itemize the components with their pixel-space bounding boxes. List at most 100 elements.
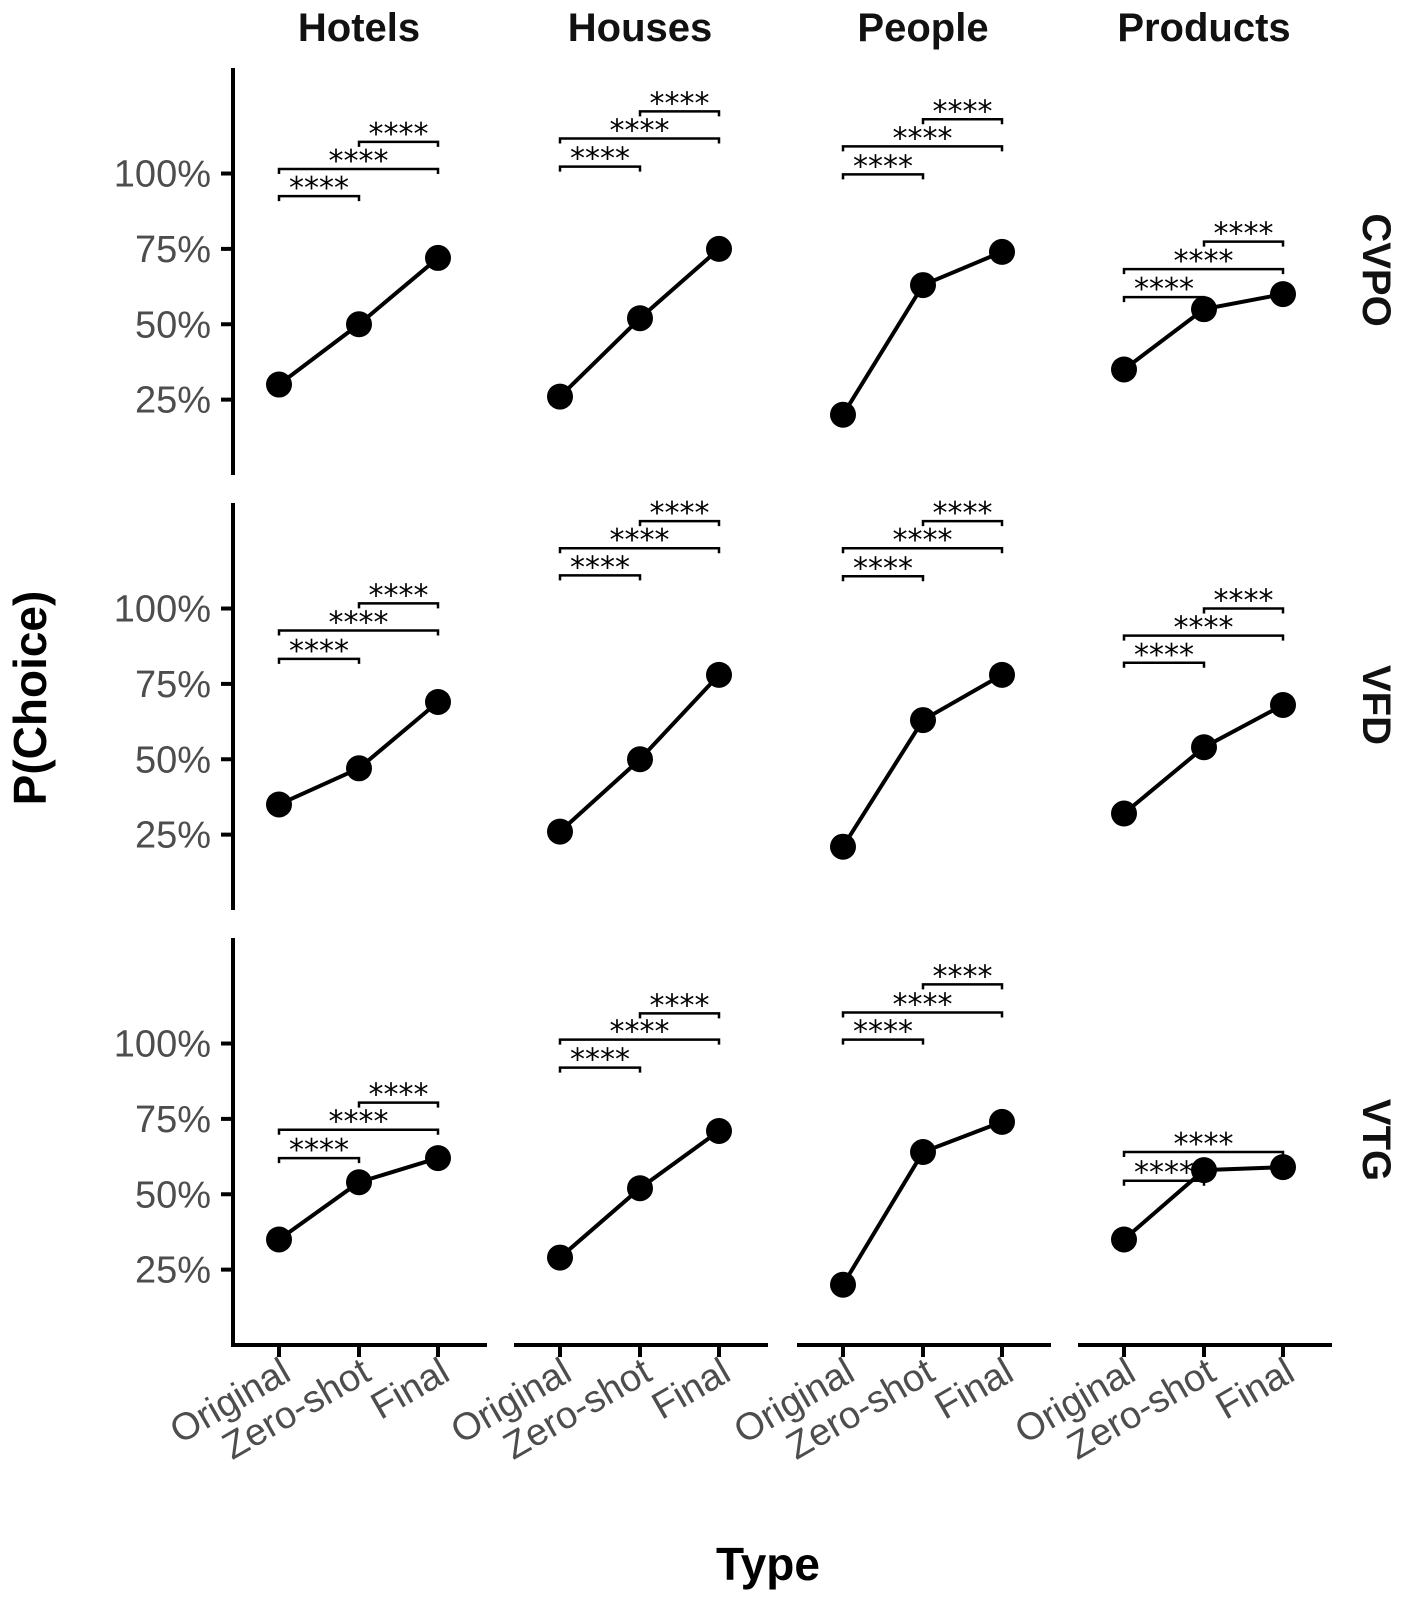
data-point-original [1111,1226,1137,1253]
column-title: People [857,6,988,50]
significance-label: **** [1174,1127,1234,1162]
significance-bracket [277,1156,361,1164]
y-tick-label: 100% [114,154,211,196]
column-title: Hotels [298,6,420,50]
significance-bracket [277,167,440,174]
significance-bracket [1122,1179,1206,1186]
significance-bracket [841,1038,925,1045]
significance-label: **** [893,523,953,558]
significance-label: **** [933,94,993,129]
data-point-zero-shot [346,755,372,782]
significance-bracket [1202,607,1285,614]
data-point-zero-shot [1191,1157,1217,1184]
significance-label: **** [893,121,953,156]
data-point-zero-shot [1191,734,1217,761]
x-tick-label: Final [928,1350,1020,1428]
panel-cvpo-products: ************ [1111,217,1296,383]
y-tick-label: 25% [135,1250,211,1292]
significance-bracket [558,546,721,554]
significance-bracket [841,575,925,582]
significance-label: **** [853,149,913,184]
significance-bracket [558,1038,721,1045]
y-tick-label: 50% [135,304,211,346]
significance-label: **** [1214,217,1274,252]
significance-bracket [558,165,642,172]
panel-vfd-products: ************ [1111,584,1296,827]
significance-label: **** [610,1015,670,1050]
significance-bracket [841,1011,1004,1018]
significance-label: **** [1174,244,1234,279]
row-title: VFD [1354,665,1398,745]
significance-label: **** [1214,584,1274,619]
significance-label: **** [329,1105,389,1140]
significance-label: **** [853,1015,913,1050]
significance-label: **** [369,1078,429,1113]
data-point-final [425,244,451,271]
data-point-zero-shot [627,305,653,332]
y-tick-label: 75% [135,664,211,706]
panel-cvpo-houses: ************ [547,86,732,410]
significance-label: **** [1174,611,1234,646]
x-tick-label: Final [645,1350,737,1428]
data-point-original [547,1244,573,1271]
significance-bracket [277,1128,440,1135]
data-point-final [425,688,451,715]
data-point-zero-shot [910,707,936,734]
data-point-original [547,818,573,845]
panel-vfd-houses: ************ [547,496,732,845]
data-point-final [425,1145,451,1172]
significance-bracket [357,1101,440,1108]
significance-label: **** [289,171,349,206]
data-point-original [1111,356,1137,383]
data-point-zero-shot [627,1175,653,1202]
panel-vfd-people: ************ [830,496,1015,860]
data-point-zero-shot [1191,296,1217,323]
y-tick-label: 100% [114,1024,211,1066]
significance-label: **** [853,551,913,586]
significance-label: **** [933,496,993,531]
series-line [278,700,440,807]
significance-bracket [921,118,1004,125]
data-point-original [266,1226,292,1253]
data-point-final [989,1108,1015,1135]
significance-bracket [558,574,642,581]
significance-bracket [841,173,925,180]
significance-bracket [558,137,721,144]
x-tick-label: Final [1209,1350,1301,1428]
significance-label: **** [369,578,429,613]
significance-bracket [1202,240,1285,247]
panel-vfd-hotels: ************ [266,578,451,818]
data-point-zero-shot [910,272,936,299]
significance-label: **** [650,496,710,531]
column-title: Products [1117,6,1290,50]
significance-bracket [921,519,1004,527]
data-point-original [830,1271,856,1298]
significance-bracket [841,546,1004,554]
significance-label: **** [570,142,630,177]
significance-bracket [638,110,721,117]
significance-label: **** [1134,272,1194,307]
x-tick-label: Final [364,1350,456,1428]
series-line [841,673,1003,848]
panel-vtg-products: ******** [1111,1127,1296,1253]
significance-bracket [1122,661,1206,668]
significance-bracket [357,602,440,609]
data-point-final [1270,691,1296,718]
data-point-final [1270,1154,1296,1181]
column-titles: Hotels Houses People Products [298,6,1291,50]
significance-label: **** [893,987,953,1022]
data-point-final [989,238,1015,265]
significance-bracket [841,145,1004,152]
significance-bracket [277,629,440,636]
panel-cvpo-people: ************ [830,94,1015,428]
panels: ****************************************… [266,86,1296,1298]
data-point-final [706,661,732,688]
x-axis-title: Type [716,1538,820,1590]
y-axis-title: P(Choice) [4,591,56,806]
data-point-original [266,371,292,398]
data-point-final [1270,281,1296,308]
y-tick-label: 50% [135,739,211,781]
row-title: CVPO [1354,213,1398,326]
significance-label: **** [610,523,670,558]
